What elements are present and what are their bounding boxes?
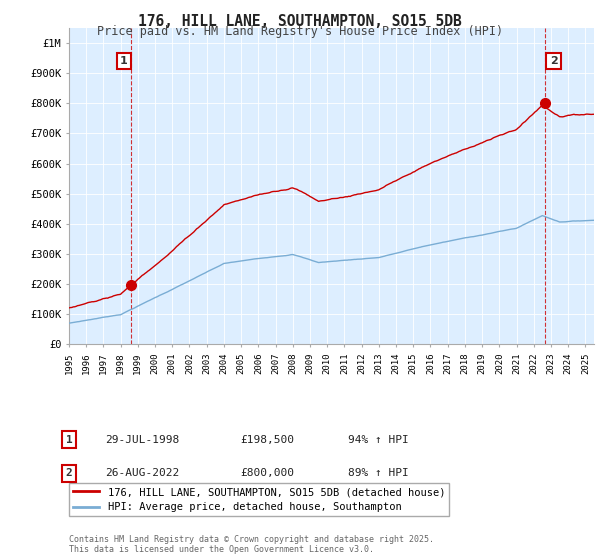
Text: 1: 1 xyxy=(65,435,73,445)
Text: 89% ↑ HPI: 89% ↑ HPI xyxy=(348,468,409,478)
Text: £198,500: £198,500 xyxy=(240,435,294,445)
Text: 1: 1 xyxy=(120,56,128,66)
Text: Price paid vs. HM Land Registry's House Price Index (HPI): Price paid vs. HM Land Registry's House … xyxy=(97,25,503,38)
Text: £800,000: £800,000 xyxy=(240,468,294,478)
Text: 2: 2 xyxy=(550,56,557,66)
Text: 94% ↑ HPI: 94% ↑ HPI xyxy=(348,435,409,445)
Text: 29-JUL-1998: 29-JUL-1998 xyxy=(105,435,179,445)
Text: 176, HILL LANE, SOUTHAMPTON, SO15 5DB: 176, HILL LANE, SOUTHAMPTON, SO15 5DB xyxy=(138,14,462,29)
Legend: 176, HILL LANE, SOUTHAMPTON, SO15 5DB (detached house), HPI: Average price, deta: 176, HILL LANE, SOUTHAMPTON, SO15 5DB (d… xyxy=(69,483,449,516)
Text: 2: 2 xyxy=(65,468,73,478)
Text: 26-AUG-2022: 26-AUG-2022 xyxy=(105,468,179,478)
Text: Contains HM Land Registry data © Crown copyright and database right 2025.
This d: Contains HM Land Registry data © Crown c… xyxy=(69,535,434,554)
